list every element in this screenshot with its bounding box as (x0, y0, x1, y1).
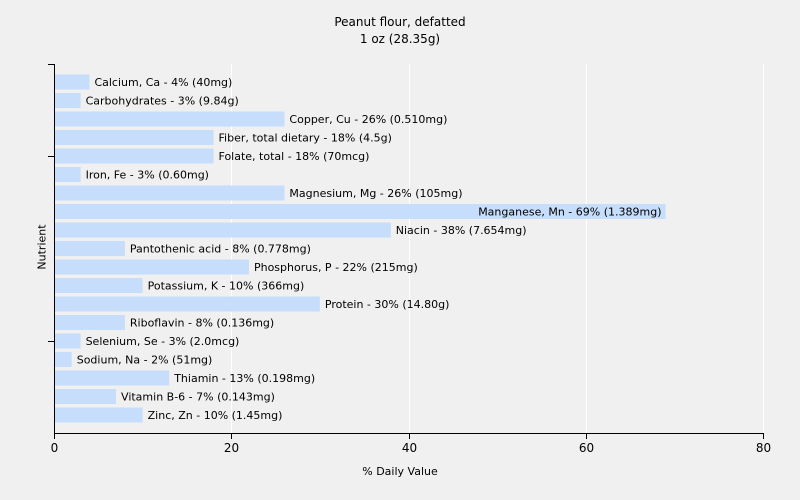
bar-label: Vitamin B-6 - 7% (0.143mg) (121, 391, 275, 404)
bar-label: Carbohydrates - 3% (9.84g) (86, 95, 239, 108)
bar (55, 130, 214, 145)
chart-title: Peanut flour, defatted (334, 15, 466, 29)
bar (55, 352, 72, 367)
x-tick-label: 40 (402, 441, 417, 455)
bar (55, 315, 125, 330)
bar (55, 222, 391, 238)
bar-label: Fiber, total dietary - 18% (4.5g) (219, 132, 392, 145)
bar (55, 111, 285, 127)
bar (55, 93, 81, 108)
bar (55, 333, 81, 349)
bar (55, 74, 90, 90)
bar-label: Copper, Cu - 26% (0.510mg) (289, 113, 447, 126)
bar-label: Sodium, Na - 2% (51mg) (77, 354, 213, 367)
bar-label: Folate, total - 18% (70mcg) (219, 150, 370, 163)
bar (55, 278, 143, 293)
bar-label: Pantothenic acid - 8% (0.778mg) (130, 243, 311, 256)
bar-labels: Calcium, Ca - 4% (40mg) Carbohydrates - 3… (77, 76, 662, 422)
x-axis-label: % Daily Value (362, 465, 438, 478)
axes (48, 64, 763, 434)
bar (55, 259, 249, 275)
bar-label: Zinc, Zn - 10% (1.45mg) (148, 409, 283, 422)
x-tick-label: 20 (224, 441, 239, 455)
x-tick-label: 80 (756, 441, 771, 455)
chart-subtitle: 1 oz (28.35g) (359, 32, 441, 46)
x-tick-label: 60 (579, 441, 594, 455)
bar (55, 296, 320, 312)
bar-label: Thiamin - 13% (0.198mg) (173, 372, 315, 385)
bar (55, 241, 125, 256)
bar-label: Riboflavin - 8% (0.136mg) (130, 317, 274, 330)
bar-label: Phosphorus, P - 22% (215mg) (254, 261, 418, 274)
bar-label: Selenium, Se - 3% (2.0mcg) (86, 335, 240, 348)
bar-label: Iron, Fe - 3% (0.60mg) (86, 169, 209, 182)
bar (55, 148, 214, 164)
bar (55, 370, 170, 386)
bar (55, 185, 285, 201)
bar-label: Calcium, Ca - 4% (40mg) (94, 76, 232, 89)
bars (55, 74, 666, 423)
bar-label: Niacin - 38% (7.654mg) (396, 224, 527, 237)
bar-label: Magnesium, Mg - 26% (105mg) (289, 187, 462, 200)
bar-label: Potassium, K - 10% (366mg) (148, 280, 305, 293)
bar (55, 167, 81, 182)
x-ticks: 0 20 40 60 80 (51, 433, 771, 455)
y-axis-label: Nutrient (35, 224, 49, 270)
bar-label: Manganese, Mn - 69% (1.389mg) (478, 206, 661, 219)
bar-label: Protein - 30% (14.80g) (325, 298, 450, 311)
bar (55, 407, 143, 423)
x-tick-label: 0 (51, 441, 59, 455)
bar (55, 204, 666, 219)
bar (55, 389, 117, 404)
